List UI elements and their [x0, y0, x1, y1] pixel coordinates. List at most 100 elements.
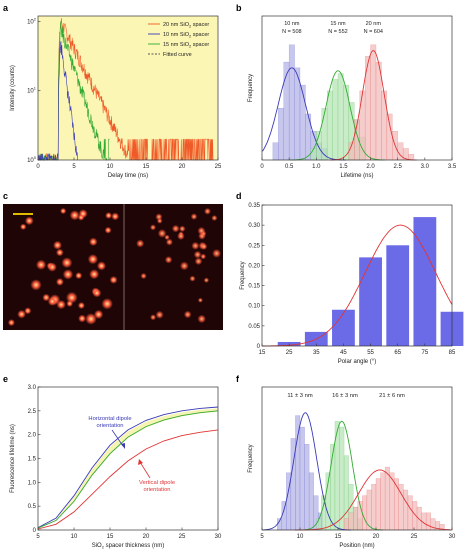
histogram-bar-2-16	[416, 506, 422, 531]
group-count-2: N = 604	[364, 29, 383, 35]
series-line-2	[37, 41, 78, 161]
x-tick-label-4: 25	[179, 534, 186, 540]
shaded-band	[38, 408, 218, 529]
emitter-spot-right	[164, 256, 173, 264]
x-tick-label-3: 15	[143, 164, 150, 170]
panel-label-f: f	[236, 374, 240, 384]
histogram-bar-2-4	[362, 495, 368, 531]
x-tick-label-0: 0	[36, 164, 40, 170]
emitter-spot-left	[94, 309, 104, 319]
panel-c-micrograph	[3, 204, 223, 330]
plot-frame	[261, 386, 453, 531]
x-tick-label-3: 45	[340, 350, 347, 356]
group-label-1: 15 nm	[330, 21, 346, 27]
emitter-spot-left	[47, 296, 57, 306]
group-count-1: N = 552	[328, 29, 347, 35]
y-tick-label-0: 100	[27, 155, 37, 164]
emitter-spot-left	[85, 313, 97, 325]
y-tick-base-2: 10	[27, 19, 34, 25]
y-axis-label: Frequency	[248, 444, 254, 472]
legend-post-1: spacer	[191, 32, 209, 38]
y-tick-label-5: 2.5	[28, 409, 37, 415]
x-tick-label-2: 15	[107, 534, 114, 540]
emitter-spot-right	[171, 224, 180, 233]
emitter-spot-left	[97, 261, 106, 271]
fit-curve-2	[329, 50, 417, 161]
emitter-spot-right	[193, 250, 202, 259]
x-tick-label-5: 2.5	[394, 164, 403, 170]
legend-entry-3: Fitted curve	[163, 52, 192, 58]
x-tick-label-7: 3.5	[448, 164, 457, 170]
plot-frame	[261, 15, 453, 161]
emitter-spot-right	[177, 232, 185, 240]
panel-label-a: a	[3, 3, 9, 13]
histogram-bar-2-13	[403, 489, 409, 531]
histogram-bar-2-0	[343, 518, 349, 531]
panel-b-lifetime-histogram: 0 0.5 1.0 1.5 2.0 2.5 3.0 3.5 Lifetime (ns) Frequ…	[248, 15, 457, 179]
emitter-spot-right	[200, 253, 207, 260]
x-tick-label-3: 1.5	[339, 164, 348, 170]
histogram-bar-5	[413, 217, 437, 346]
legend-post-2: spacer	[191, 42, 209, 48]
series-line-2	[37, 429, 219, 530]
emitter-spot-left	[69, 210, 80, 221]
annotation-arrowhead-horizontal	[121, 443, 125, 449]
y-tick-label-4: 0.20	[248, 263, 260, 269]
y-tick-label-2: 0.10	[248, 304, 260, 310]
emitter-spot-left	[77, 302, 85, 309]
y-tick-base-0: 10	[27, 158, 34, 164]
group-label-2: 21 ± 6 nm	[379, 393, 405, 399]
emitter-spot-left	[56, 300, 66, 310]
x-tick-label-6: 75	[422, 350, 429, 356]
histogram-bar-2-1	[348, 512, 354, 531]
x-tick-label-3: 20	[373, 534, 380, 540]
x-axis-label-pre: SiO	[92, 543, 102, 549]
y-tick-base-1: 10	[27, 89, 34, 95]
group-label-2: 20 nm	[366, 21, 382, 27]
emitter-spot-right	[197, 226, 206, 235]
y-axis-label: Intensity (counts)	[10, 65, 16, 111]
legend-sub-2: 2	[189, 44, 192, 49]
annotation-horizontal-line1: Horizontal dipole	[88, 416, 131, 422]
emitter-spot-right	[204, 207, 211, 215]
x-tick-label-2: 15	[335, 534, 342, 540]
panel-label-d: d	[236, 191, 242, 201]
fit-curve-0	[262, 67, 347, 161]
emitter-spot-left	[24, 307, 32, 315]
emitter-spot-right	[136, 239, 145, 248]
x-tick-label-0: 5	[36, 534, 40, 540]
x-tick-label-4: 55	[367, 350, 374, 356]
y-tick-label-0: 0	[257, 344, 261, 350]
fit-curve-2	[294, 469, 451, 531]
histogram-bar-0-5	[299, 84, 306, 161]
emitter-spot-left	[61, 257, 73, 269]
emitter-spot-right	[197, 314, 206, 324]
fit-curve-1	[299, 420, 384, 531]
emitter-spot-right	[212, 249, 222, 258]
emitter-spot-right	[157, 229, 167, 238]
y-tick-label-2: 102	[27, 16, 37, 25]
emitter-spot-right	[200, 243, 208, 250]
series-line-0	[37, 406, 219, 528]
y-tick-label-3: 1.5	[28, 457, 37, 463]
x-tick-label-2: 1.0	[312, 164, 321, 170]
emitter-spot-left	[62, 269, 74, 280]
x-axis-label: SiO2 spacer thickness (nm)	[92, 543, 165, 550]
emitter-spot-left	[25, 216, 34, 226]
emitter-spot-left	[66, 300, 73, 307]
histogram-bar-1-4	[332, 79, 339, 161]
fit-curve	[262, 224, 453, 347]
emitter-spot-left	[87, 254, 98, 265]
x-axis-label: Position (nm)	[339, 543, 374, 549]
legend-entry-1: 10 nm SiO2 spacer	[163, 32, 209, 39]
group-label-1: 16 ± 3 nm	[332, 393, 358, 399]
x-axis-label: Polar angle (°)	[338, 359, 376, 365]
y-tick-label-7: 0.35	[248, 203, 260, 209]
histogram-bar-0-1	[278, 107, 284, 161]
histogram-bar-2-2	[353, 506, 358, 531]
emitter-spot-right	[189, 275, 196, 282]
plot-a-frame	[37, 15, 219, 161]
annotation-arrowhead-vertical	[138, 459, 143, 465]
emitter-spot-left	[89, 269, 100, 280]
